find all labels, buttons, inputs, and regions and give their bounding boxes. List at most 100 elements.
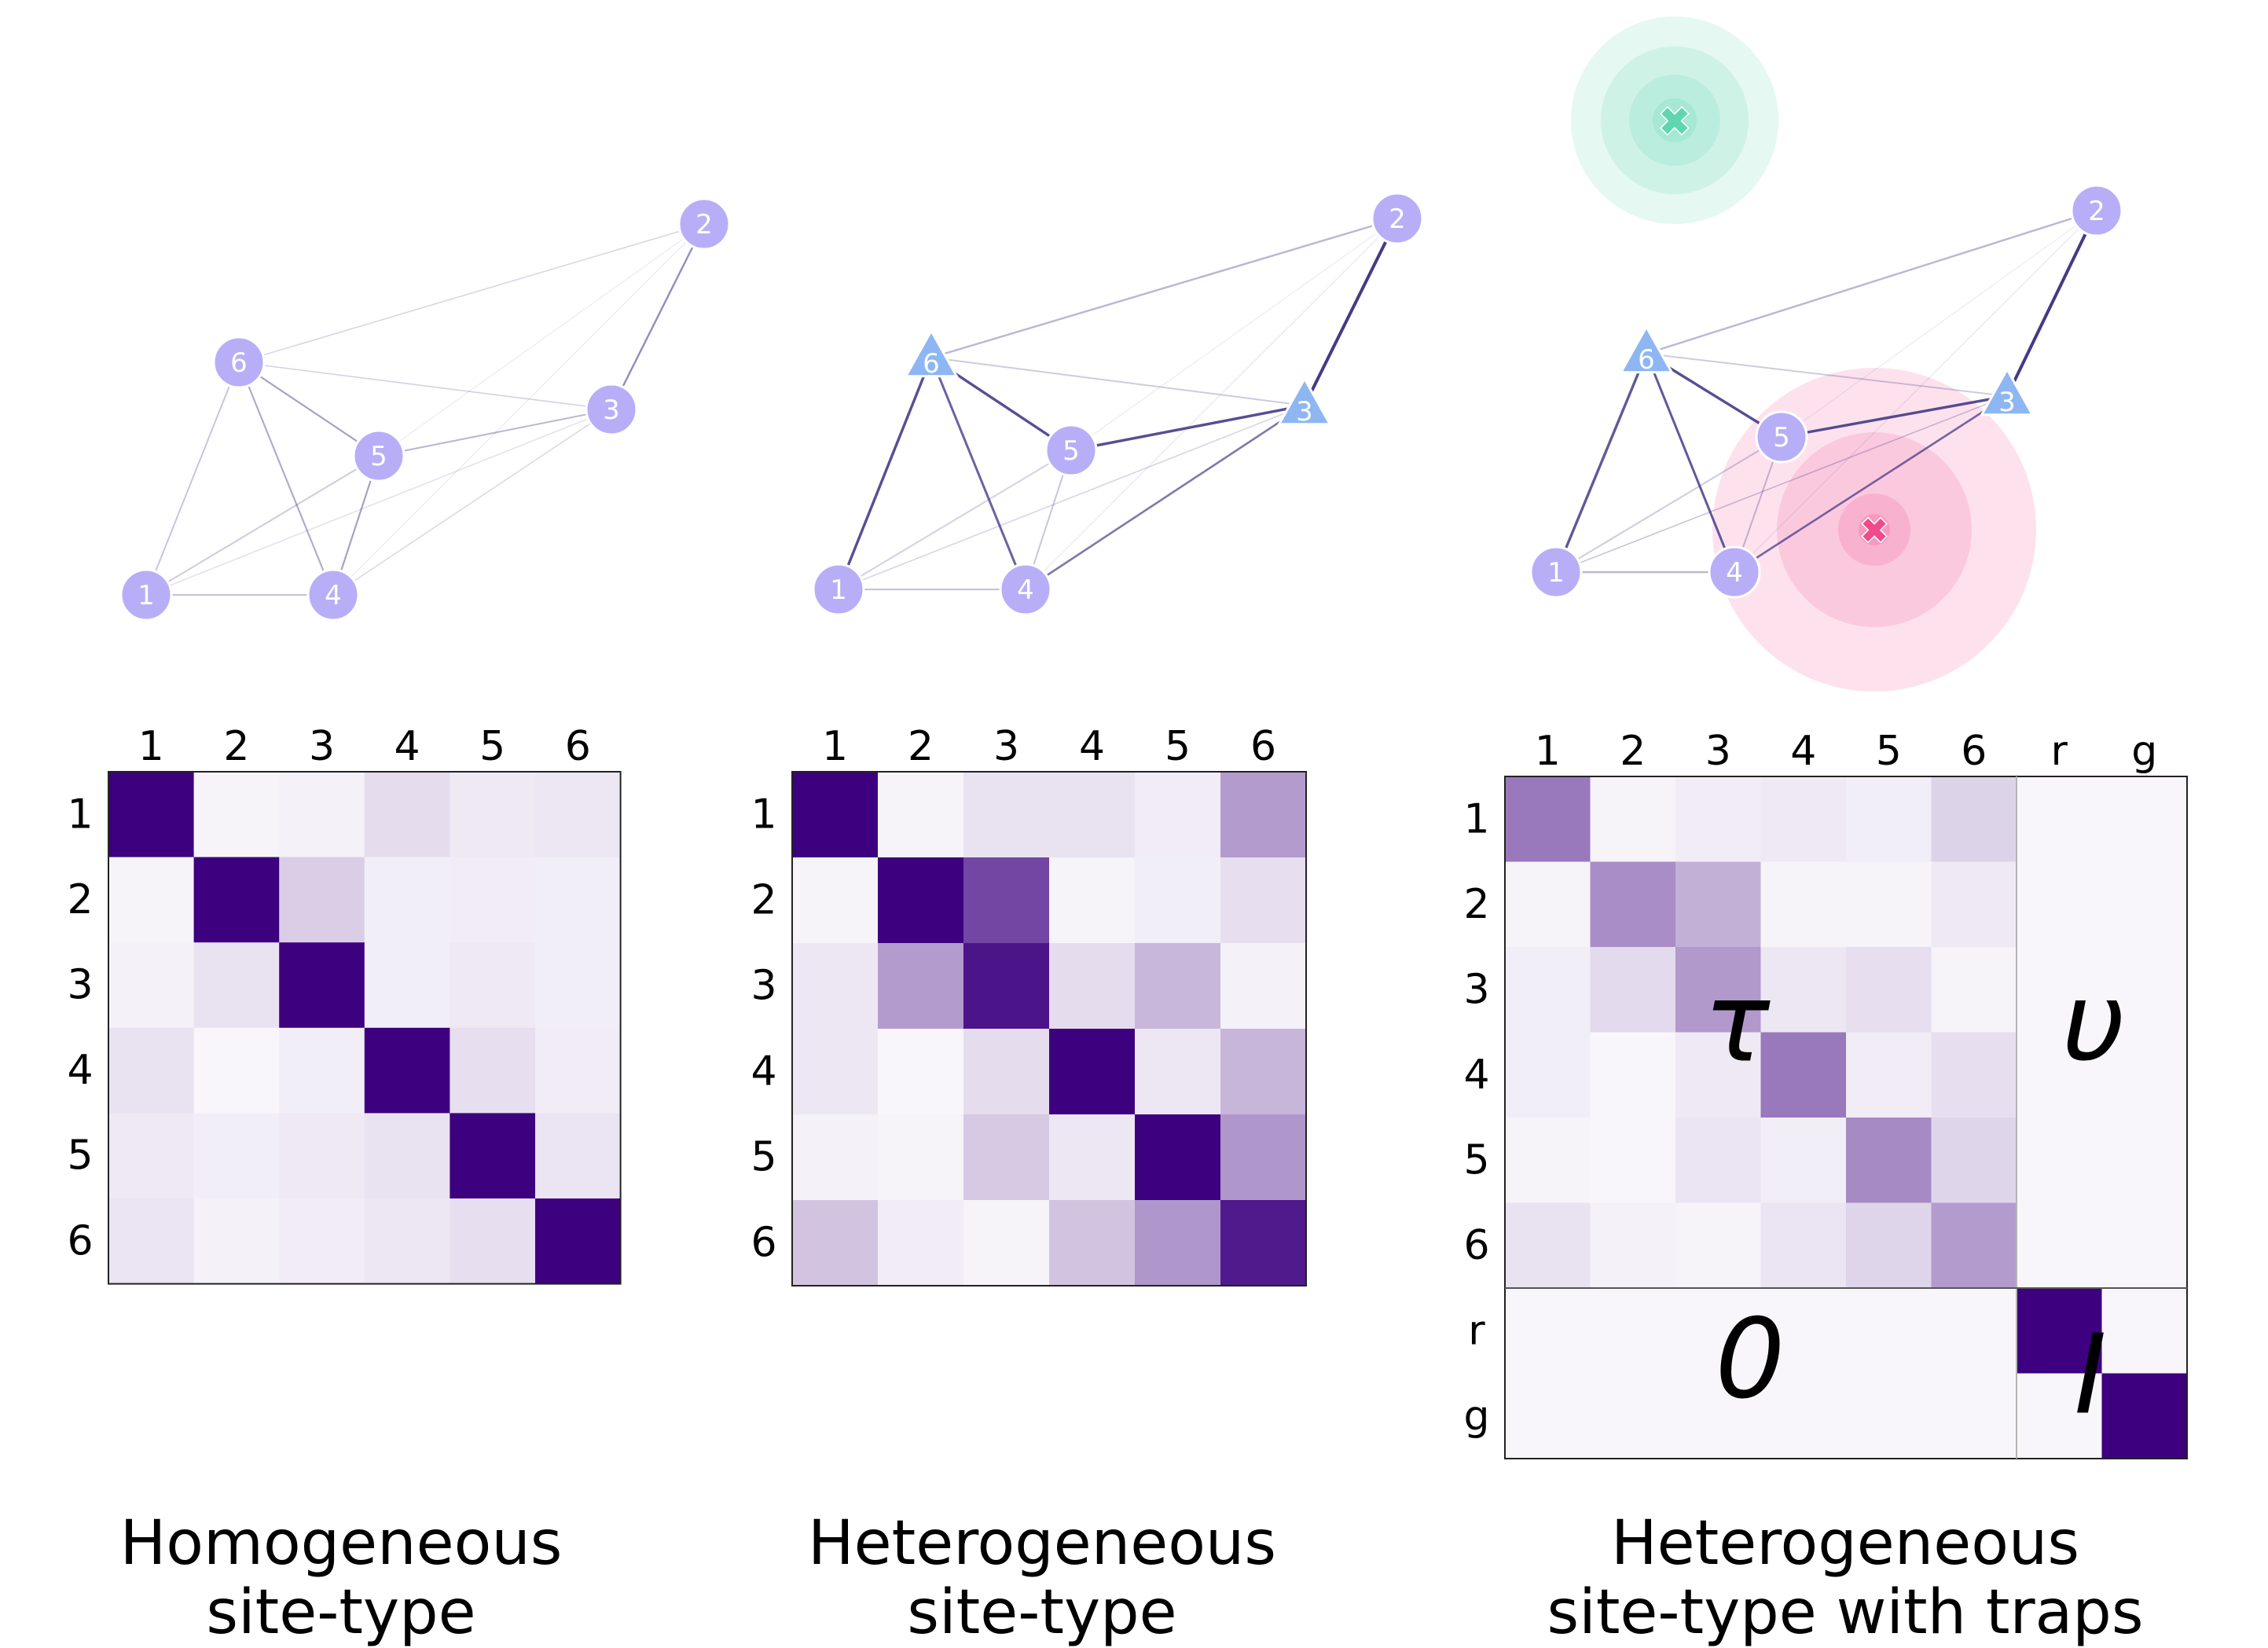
col-tick-label: 3 — [1705, 728, 1731, 775]
matrix-cell — [1760, 776, 1847, 863]
graph-edge-2-3 — [1303, 217, 1399, 407]
matrix-cell — [1220, 1029, 1307, 1115]
matrix-cell — [1675, 861, 1762, 948]
row-tick-label: 5 — [67, 1132, 93, 1180]
graph-node-1: 1 — [119, 568, 173, 622]
matrix-cell — [535, 942, 622, 1029]
matrix-cell — [279, 1027, 365, 1114]
matrix-cell — [1135, 772, 1221, 858]
matrix-cell — [1760, 861, 1847, 948]
node-label: 5 — [1773, 422, 1790, 453]
matrix-cell — [792, 1200, 879, 1286]
node-label: 2 — [695, 209, 713, 240]
matrix-cell — [2017, 776, 2103, 863]
col-tick-label: 5 — [1165, 723, 1191, 770]
graph-edge-2-5 — [1070, 218, 1398, 451]
matrix-cell — [963, 1114, 1050, 1201]
matrix-cell — [963, 1029, 1050, 1115]
circle-node-shape — [352, 429, 406, 483]
node-label: 1 — [1547, 557, 1565, 589]
circle-node-shape — [677, 197, 731, 251]
green-trap-ring — [1629, 75, 1720, 166]
matrix-cell — [1760, 1373, 1847, 1459]
graph-edge-3-6 — [1646, 353, 2008, 397]
graph-edge-2-3 — [610, 222, 706, 411]
col-tick-label: 4 — [395, 723, 420, 770]
graph-node-6: 6 — [904, 328, 959, 380]
matrix-cell — [364, 772, 450, 858]
matrix-cell — [1590, 861, 1676, 948]
matrix-cell — [1505, 1202, 1591, 1289]
matrix-cell — [1505, 776, 1591, 863]
matrix-cell — [1135, 1200, 1221, 1286]
matrix-cell — [1135, 943, 1221, 1030]
matrix-cell — [2101, 861, 2188, 948]
matrix-cell — [2101, 1288, 2188, 1375]
matrix-cell — [535, 1027, 622, 1114]
row-tick-label: 6 — [750, 1220, 776, 1267]
caption-traps-line1: Heterogeneous — [1611, 1508, 2079, 1579]
matrix-cell — [2017, 861, 2103, 948]
matrix-cell — [878, 943, 964, 1030]
matrix-cell — [963, 943, 1050, 1030]
matrix-cell — [792, 1114, 879, 1201]
circle-node-shape — [306, 568, 360, 622]
matrix-cell — [1846, 1288, 1932, 1375]
matrix-cell — [1846, 861, 1932, 948]
matrix-cell — [1505, 861, 1591, 948]
matrix-cell — [2101, 1118, 2188, 1204]
graph-edge-1-3 — [1555, 395, 2008, 573]
matrix-cell — [2017, 1118, 2103, 1204]
node-label: 4 — [1017, 574, 1034, 606]
row-tick-label: 4 — [750, 1048, 776, 1096]
row-tick-label: 4 — [67, 1047, 93, 1094]
graph-edge-2-4 — [1025, 218, 1398, 590]
matrix-cell — [1931, 1032, 2017, 1118]
matrix-1: 1 2 3 4 5 6 1 2 3 4 5 6 — [67, 723, 622, 1285]
green-trap: ✖ — [1571, 17, 1778, 224]
row-tick-label: 1 — [750, 791, 776, 839]
graph-node-1: 1 — [1529, 545, 1583, 599]
graph-edge-1-6 — [1554, 352, 1648, 574]
matrix-cell — [963, 1200, 1050, 1286]
matrix-frame — [108, 771, 622, 1285]
col-tick-label: 1 — [1535, 728, 1561, 775]
matrix-cell — [450, 942, 536, 1029]
graph-edge-3-5 — [1780, 395, 2009, 439]
pink-trap-ring — [1838, 494, 1910, 566]
matrix-cell — [878, 1200, 964, 1286]
node-label: 5 — [1062, 435, 1080, 467]
col-tick-label: r — [2051, 728, 2068, 775]
matrix-cell — [1675, 1288, 1762, 1375]
green-trap-ring — [1653, 98, 1697, 142]
graph-edge-2-4 — [332, 223, 705, 596]
matrix-cell — [193, 772, 280, 858]
block-label-tau: τ — [1704, 960, 1771, 1088]
matrix-cell — [1220, 943, 1307, 1030]
matrix-cell — [450, 1027, 536, 1114]
matrix-cell — [450, 1198, 536, 1285]
matrix-cell — [364, 1198, 450, 1285]
row-tick-label: 4 — [1463, 1052, 1489, 1099]
pink-trap-ring — [1859, 514, 1890, 545]
matrix-cell — [878, 1114, 964, 1201]
graph-edge-3-5 — [378, 409, 612, 457]
node-label: 1 — [138, 580, 155, 611]
matrix-cell — [2101, 1202, 2188, 1289]
row-tick-label: 2 — [750, 877, 776, 924]
node-layer: 1 2 3 4 5 6 1 2 3 4 5 6 1 2 3 4 5 6 — [119, 184, 2123, 622]
graph-edge-4-6 — [237, 361, 335, 596]
matrix-cell — [1760, 1118, 1847, 1204]
row-tick-label: 3 — [750, 963, 776, 1010]
matrix-cell — [1135, 857, 1221, 944]
matrix-cell — [1846, 1202, 1932, 1289]
matrix-2: 1 2 3 4 5 6 1 2 3 4 5 6 — [750, 723, 1307, 1286]
matrix-cell — [1846, 1118, 1932, 1204]
matrix-cell — [1220, 857, 1307, 944]
matrix-cell — [1135, 1029, 1221, 1115]
col-tick-label: 2 — [908, 723, 934, 770]
graph-node-2: 2 — [677, 197, 731, 251]
col-tick-label: 5 — [1876, 728, 1902, 775]
graph-edge-3-4 — [332, 409, 612, 596]
